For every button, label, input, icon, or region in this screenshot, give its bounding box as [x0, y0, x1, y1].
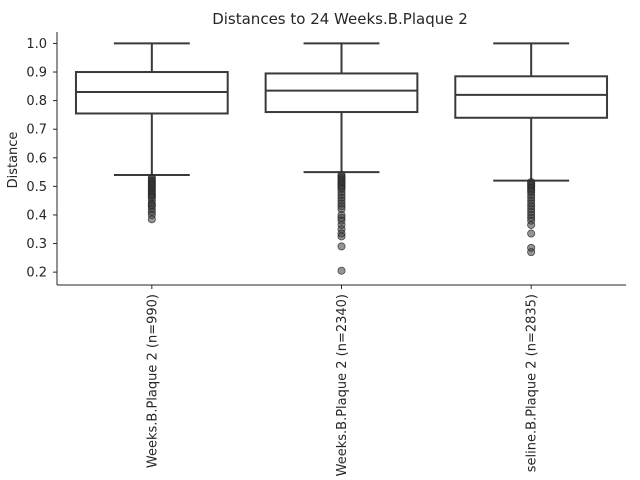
plot-area	[74, 42, 609, 275]
y-tick-label: 0.4	[26, 208, 47, 223]
y-tick-label: 0.2	[26, 266, 47, 281]
iqr-box	[264, 72, 419, 114]
y-axis-label: Distance	[6, 132, 21, 189]
box-group	[264, 42, 419, 275]
y-tick-label: 0.7	[26, 123, 47, 138]
outlier-point	[337, 266, 346, 275]
y-tick-label: 0.8	[26, 94, 47, 109]
outlier-point	[527, 229, 536, 238]
y-tick-label: 1.0	[26, 37, 47, 52]
outlier-point	[527, 220, 536, 229]
outlier-point	[147, 215, 156, 224]
box-group	[454, 42, 609, 257]
x-axis: Weeks.B.Plaque 2 (n=990) Weeks.B.Plaque 2…	[57, 284, 626, 476]
outlier-point	[337, 232, 346, 241]
y-tick-label: 0.5	[26, 180, 47, 195]
y-tick-label: 0.3	[26, 237, 47, 252]
x-tick-label: Weeks.B.Plaque 2 (n=990)	[145, 294, 160, 468]
box-group	[74, 42, 229, 224]
y-axis: 0.2 0.3 0.4 0.5 0.6 0.7 0.8 0.9 1.0	[26, 32, 58, 285]
outlier-point	[527, 248, 536, 257]
iqr-box	[454, 75, 609, 119]
x-tick-label: seline.B.Plaque 2 (n=2835)	[525, 294, 540, 472]
outlier-point	[337, 242, 346, 251]
y-tick-label: 0.6	[26, 151, 47, 166]
x-tick-label: Weeks.B.Plaque 2 (n=2340)	[335, 294, 350, 476]
y-tick-label: 0.9	[26, 66, 47, 81]
chart-title: Distances to 24 Weeks.B.Plaque 2	[212, 10, 468, 28]
